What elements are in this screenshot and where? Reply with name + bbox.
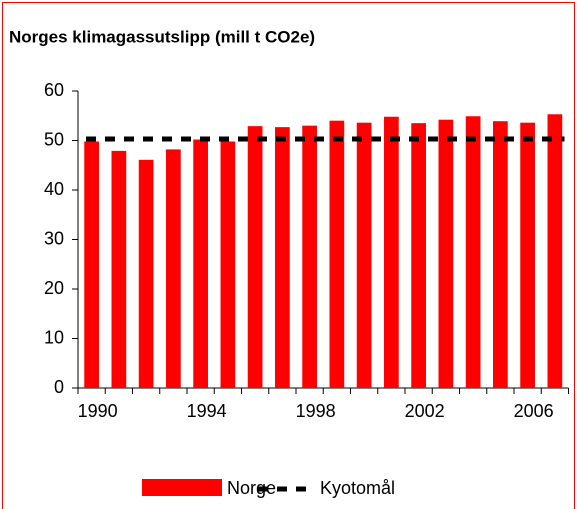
y-tick-label: 10: [44, 327, 64, 347]
y-tick-label: 20: [44, 278, 64, 298]
bar: [247, 126, 263, 389]
bar: [411, 123, 426, 389]
x-tick-label: 1998: [296, 401, 336, 421]
bar: [547, 114, 563, 388]
chart-title: Norges klimagassutslipp (mill t CO2e): [9, 27, 315, 46]
bar: [520, 122, 535, 389]
bar: [138, 159, 154, 388]
x-tick-label: 2002: [405, 401, 445, 421]
bar: [356, 122, 372, 389]
x-tick-label: 2006: [514, 401, 554, 421]
y-tick-label: 50: [44, 129, 64, 149]
y-tick-label: 60: [44, 80, 64, 100]
bar: [220, 141, 236, 388]
y-tick-label: 30: [44, 228, 64, 248]
x-tick-label: 1994: [187, 401, 227, 421]
bar: [193, 139, 208, 388]
bar: [84, 141, 99, 388]
bar: [384, 116, 399, 389]
legend-label: Kyotomål: [320, 478, 395, 498]
bar: [465, 116, 481, 389]
y-tick-label: 0: [54, 377, 64, 397]
bar: [166, 149, 181, 388]
bar: [329, 120, 345, 388]
bar: [302, 125, 317, 389]
bar: [275, 127, 290, 388]
bar: [493, 121, 508, 388]
bar: [111, 150, 127, 388]
legend-swatch: [142, 479, 222, 496]
bar: [438, 119, 454, 389]
legend-label: Norge: [227, 478, 276, 498]
y-tick-label: 40: [44, 179, 64, 199]
x-tick-label: 1990: [78, 401, 118, 421]
